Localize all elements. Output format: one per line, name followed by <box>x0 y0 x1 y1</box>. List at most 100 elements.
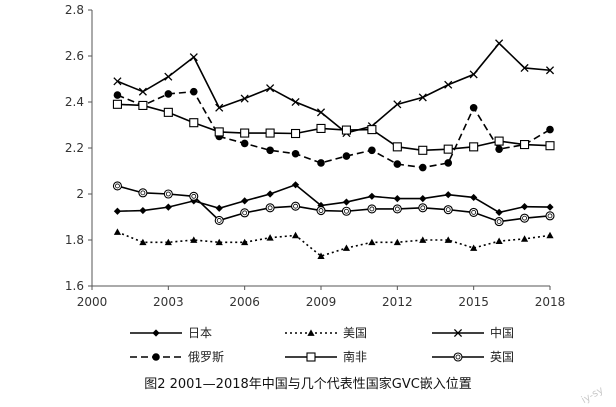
data-point <box>494 136 504 146</box>
data-point <box>112 99 122 109</box>
legend-label: 美国 <box>343 326 367 340</box>
legend-label: 中国 <box>490 325 514 340</box>
data-point <box>316 206 326 216</box>
data-point <box>113 207 122 215</box>
data-point <box>470 244 478 251</box>
series-0 <box>113 181 554 216</box>
line-chart: 1.6 1.8 2 2.2 2.4 2.6 2.8 2000 2003 2006 2009 2012 2… <box>65 3 565 364</box>
data-point <box>520 235 529 242</box>
legend-item: 美国 <box>285 326 367 340</box>
data-point <box>520 213 530 223</box>
figure-caption: 图2 2001—2018年中国与几个代表性国家GVC嵌入位置 <box>144 377 472 392</box>
data-point <box>495 208 503 216</box>
data-point <box>189 53 198 62</box>
data-point <box>215 103 224 112</box>
x-tick-label: 2000 <box>77 295 108 309</box>
data-point <box>240 208 250 218</box>
data-point <box>316 123 326 133</box>
data-point <box>443 205 453 215</box>
data-point <box>393 160 402 168</box>
data-point <box>317 252 325 259</box>
legend-swatch-marker <box>152 353 160 361</box>
data-point <box>419 195 427 203</box>
legend-swatch-marker <box>453 328 463 338</box>
data-point <box>189 191 199 201</box>
data-point <box>443 144 453 154</box>
series-lines <box>112 39 555 259</box>
data-point <box>469 70 478 79</box>
data-point <box>392 142 402 152</box>
data-point <box>241 197 249 205</box>
legend-label: 英国 <box>490 350 514 364</box>
chart-axes <box>88 9 551 290</box>
data-point <box>419 236 427 243</box>
data-point <box>164 72 173 81</box>
data-point <box>368 146 376 155</box>
data-point <box>469 142 479 152</box>
data-point <box>392 204 402 214</box>
data-point <box>291 149 300 158</box>
x-tick-label: 2012 <box>382 295 413 309</box>
data-point <box>520 140 530 150</box>
data-point <box>367 204 377 214</box>
x-tick-label: 2003 <box>153 295 184 309</box>
data-point <box>342 244 351 251</box>
series-1 <box>113 228 554 259</box>
data-point <box>112 181 122 191</box>
data-point <box>545 141 555 151</box>
data-point <box>316 108 326 117</box>
data-point <box>189 87 198 96</box>
data-point <box>494 217 504 227</box>
data-point <box>291 97 300 107</box>
data-point <box>393 100 402 109</box>
series-line <box>117 183 551 214</box>
data-point <box>444 191 452 199</box>
data-point <box>546 231 554 239</box>
data-point <box>418 93 427 102</box>
data-point <box>546 125 554 134</box>
y-tick-label: 2.8 <box>65 3 84 17</box>
y-tick-label: 1.6 <box>65 279 84 293</box>
data-point <box>469 103 478 112</box>
series-5 <box>112 181 555 227</box>
data-point <box>520 63 529 73</box>
data-point <box>495 237 503 245</box>
data-point <box>545 211 555 221</box>
x-tick-label: 2018 <box>535 295 566 309</box>
data-point <box>164 238 172 246</box>
legend-label: 南非 <box>343 349 367 364</box>
y-tick-label: 2 <box>76 187 84 201</box>
data-point <box>444 80 453 89</box>
data-point <box>138 188 148 198</box>
tick-labels: 1.6 1.8 2 2.2 2.4 2.6 2.8 2000 2003 2006 2009 2012 2… <box>65 3 565 309</box>
data-point <box>113 228 122 235</box>
data-point <box>241 238 249 246</box>
y-tick-label: 2.2 <box>65 141 84 155</box>
data-point <box>470 193 478 202</box>
data-point <box>341 125 351 135</box>
data-point <box>265 203 275 213</box>
data-point <box>139 238 147 246</box>
data-point <box>113 91 122 99</box>
data-point <box>138 100 148 110</box>
data-point <box>444 159 453 167</box>
y-tick-label: 1.8 <box>65 233 84 247</box>
series-line <box>117 42 551 134</box>
data-point <box>266 190 274 198</box>
data-point <box>291 201 301 211</box>
data-point <box>368 192 376 200</box>
data-point <box>164 90 173 98</box>
data-point <box>164 203 172 211</box>
legend-item: 中国 <box>432 325 514 340</box>
data-point <box>393 195 401 203</box>
data-point <box>495 39 504 48</box>
series-line <box>117 231 551 257</box>
data-point <box>291 231 300 239</box>
data-point <box>291 128 301 139</box>
legend-item: 日本 <box>130 326 212 340</box>
data-point <box>265 128 275 138</box>
legend-item: 英国 <box>432 350 514 364</box>
data-point <box>113 77 122 86</box>
legend-item: 南非 <box>285 349 367 364</box>
